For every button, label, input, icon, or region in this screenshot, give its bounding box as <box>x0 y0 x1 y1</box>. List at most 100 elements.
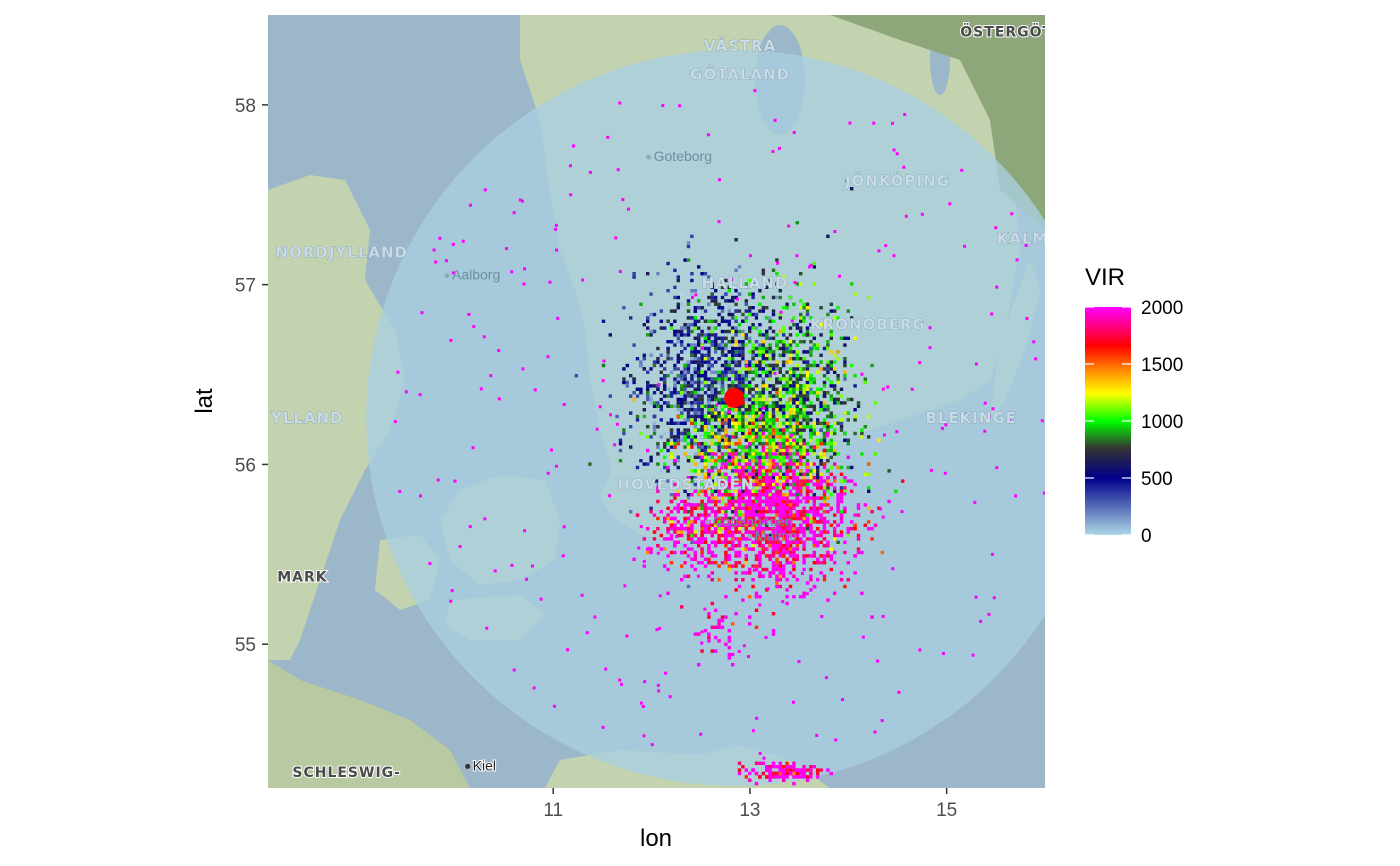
vir-pixel <box>816 513 820 517</box>
vir-pixel <box>795 503 799 507</box>
vir-pixel <box>652 329 657 334</box>
vir-pixel <box>748 306 752 310</box>
vir-pixel <box>819 306 823 310</box>
vir-pixel <box>850 316 854 320</box>
vir-pixel <box>758 421 762 425</box>
vir-pixel <box>635 387 640 391</box>
vir-pixel <box>703 377 708 381</box>
vir-pixel <box>754 387 759 391</box>
vir-pixel <box>727 414 731 419</box>
vir-pixel <box>717 343 721 347</box>
vir-pixel <box>788 465 793 470</box>
vir-pixel <box>652 421 657 425</box>
vir-pixel <box>765 421 769 425</box>
vir-pixel <box>703 527 708 531</box>
vir-pixel <box>744 489 748 493</box>
vir-pixel <box>659 408 663 412</box>
vir-pixel <box>809 469 813 473</box>
vir-pixel <box>646 387 650 391</box>
vir-pixel <box>799 397 803 402</box>
vir-pixel <box>727 465 731 470</box>
vir-pixel <box>714 391 718 395</box>
vir-pixel <box>700 506 704 510</box>
vir-pixel <box>714 336 718 340</box>
vir-pixel <box>802 486 806 490</box>
vir-pixel <box>680 397 684 402</box>
vir-pixel <box>805 513 810 517</box>
vir-pixel <box>744 418 748 422</box>
vir-pixel <box>768 421 772 425</box>
vir-pixel <box>635 418 640 422</box>
vir-pixel <box>867 506 871 510</box>
vir-pixel <box>676 367 680 371</box>
vir-pixel <box>839 499 844 504</box>
vir-pixel <box>649 401 653 405</box>
vir-pixel <box>805 418 810 422</box>
vir-pixel <box>788 326 793 330</box>
vir-pixel <box>720 397 725 402</box>
vir-pixel <box>771 367 776 371</box>
vir-pixel <box>765 306 769 310</box>
vir-pixel <box>822 523 827 527</box>
vir-pixel <box>758 476 762 480</box>
vir-pixel <box>788 513 793 517</box>
vir-pixel <box>816 363 820 368</box>
vir-pixel <box>839 493 844 497</box>
vir-pixel <box>642 401 646 405</box>
vir-pixel <box>850 363 854 368</box>
vir-pixel <box>782 567 786 572</box>
vir-pixel <box>683 380 687 385</box>
vir-pixel <box>765 357 769 361</box>
vir-pixel <box>805 496 810 500</box>
vir-pixel <box>805 459 810 463</box>
vir-pixel <box>778 316 782 320</box>
vir-pixel <box>765 489 769 493</box>
vir-pixel <box>714 530 718 534</box>
vir-pixel <box>669 370 674 374</box>
vir-pixel <box>819 428 823 432</box>
vir-pixel <box>805 302 810 306</box>
vir-pixel <box>795 510 799 514</box>
vir-pixel <box>697 479 701 483</box>
vir-pixel <box>802 408 806 412</box>
vir-pixel <box>703 380 708 385</box>
vir-pixel <box>799 326 803 330</box>
vir-pixel <box>805 387 810 391</box>
vir-pixel <box>816 343 820 347</box>
vir-pixel <box>829 367 833 371</box>
vir-pixel <box>680 414 684 419</box>
vir-pixel <box>788 561 793 565</box>
vir-pixel <box>737 489 742 493</box>
vir-pixel <box>693 394 697 398</box>
vir-pixel <box>809 578 813 582</box>
vir-pixel <box>833 479 837 483</box>
vir-pixel <box>680 438 684 442</box>
vir-pixel <box>727 479 731 483</box>
vir-pixel <box>673 516 677 521</box>
vir-pixel <box>737 340 742 344</box>
vir-pixel <box>863 425 867 429</box>
vir-pixel <box>748 387 752 391</box>
vir-pixel <box>737 442 742 446</box>
vir-pixel <box>812 516 816 521</box>
vir-pixel <box>792 574 796 578</box>
vir-pixel <box>792 595 796 599</box>
vir-pixel <box>775 537 779 541</box>
vir-pixel <box>741 533 745 538</box>
vir-pixel <box>833 591 837 595</box>
vir-pixel <box>778 567 782 572</box>
vir-pixel <box>765 479 769 483</box>
vir-pixel <box>799 530 803 534</box>
vir-pixel <box>744 425 748 429</box>
vir-pixel <box>778 499 782 504</box>
vir-pixel <box>720 404 725 408</box>
vir-pixel <box>765 547 769 551</box>
vir-pixel <box>812 448 816 453</box>
vir-pixel <box>720 377 725 381</box>
vir-pixel <box>802 462 806 466</box>
vir-pixel <box>731 452 735 456</box>
vir-pixel <box>805 367 810 371</box>
vir-pixel <box>771 268 776 272</box>
vir-pixel <box>812 537 816 541</box>
vir-pixel <box>782 384 786 388</box>
